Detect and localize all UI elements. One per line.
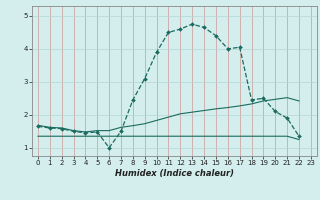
- X-axis label: Humidex (Indice chaleur): Humidex (Indice chaleur): [115, 169, 234, 178]
